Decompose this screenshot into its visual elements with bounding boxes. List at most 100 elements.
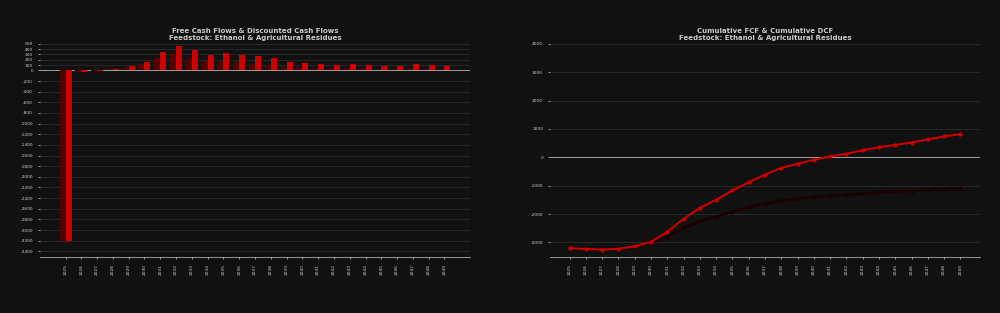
Bar: [312, 68, 318, 70]
Bar: [381, 66, 387, 70]
Bar: [429, 65, 435, 70]
Cumulative FCF($000): [808, 158, 820, 162]
Bar: [296, 67, 302, 70]
Cumulative FCF($000): [759, 173, 771, 177]
Cumulative FCF($000): [775, 166, 787, 170]
Bar: [375, 69, 381, 70]
Bar: [91, 70, 97, 71]
Cumulative DCF($000): [743, 205, 755, 209]
Cumulative DCF($000): [808, 195, 820, 199]
Bar: [423, 69, 429, 70]
Bar: [107, 69, 113, 70]
Cumulative DCF($000): [938, 187, 950, 191]
Bar: [281, 67, 287, 70]
Bar: [170, 54, 176, 70]
Cumulative FCF($000): [612, 247, 624, 251]
Cumulative DCF($000): [645, 242, 657, 245]
Cumulative FCF($000): [938, 135, 950, 138]
Cumulative DCF($000): [710, 215, 722, 218]
Bar: [444, 66, 450, 70]
Bar: [129, 66, 135, 70]
Cumulative FCF($000): [678, 217, 690, 221]
Cumulative FCF($000): [726, 188, 738, 192]
Bar: [397, 66, 403, 70]
Bar: [138, 64, 144, 70]
Title: Free Cash Flows & Discounted Cash Flows
Feedstock: Ethanol & Agricultural Residu: Free Cash Flows & Discounted Cash Flows …: [169, 28, 341, 41]
Bar: [334, 65, 340, 70]
Bar: [249, 64, 255, 70]
Bar: [438, 69, 444, 70]
Cumulative FCF($000): [906, 141, 918, 145]
Bar: [202, 61, 208, 70]
Cumulative FCF($000): [824, 155, 836, 158]
Bar: [318, 64, 324, 70]
Bar: [391, 69, 397, 70]
Cumulative FCF($000): [629, 244, 641, 248]
Bar: [186, 58, 192, 70]
Cumulative DCF($000): [857, 192, 869, 195]
Bar: [66, 70, 72, 241]
Bar: [233, 62, 239, 70]
Bar: [160, 52, 166, 70]
Cumulative FCF($000): [580, 247, 592, 251]
Bar: [239, 55, 245, 70]
Cumulative DCF($000): [792, 197, 804, 201]
Cumulative DCF($000): [596, 248, 608, 251]
Bar: [265, 65, 271, 70]
Cumulative DCF($000): [726, 210, 738, 213]
Cumulative FCF($000): [873, 145, 885, 149]
Bar: [344, 68, 350, 70]
Bar: [350, 64, 356, 70]
Cumulative FCF($000): [743, 180, 755, 184]
Bar: [328, 69, 334, 70]
Cumulative FCF($000): [564, 246, 576, 250]
Bar: [223, 53, 229, 70]
Bar: [75, 70, 81, 72]
Cumulative DCF($000): [922, 188, 934, 192]
Bar: [113, 69, 119, 70]
Cumulative FCF($000): [645, 240, 657, 244]
Cumulative FCF($000): [857, 148, 869, 152]
Cumulative DCF($000): [840, 193, 852, 197]
Bar: [60, 70, 66, 241]
Cumulative DCF($000): [824, 194, 836, 198]
Cumulative DCF($000): [775, 199, 787, 203]
Bar: [97, 70, 103, 71]
Bar: [192, 50, 198, 70]
Cumulative DCF($000): [629, 245, 641, 249]
Bar: [360, 69, 366, 70]
Bar: [217, 61, 223, 70]
Cumulative DCF($000): [612, 247, 624, 251]
Cumulative DCF($000): [678, 226, 690, 230]
Line: Cumulative DCF($000): Cumulative DCF($000): [568, 187, 962, 251]
Line: Cumulative FCF($000): Cumulative FCF($000): [568, 133, 962, 251]
Cumulative DCF($000): [759, 202, 771, 206]
Bar: [81, 70, 87, 72]
Title: Cumulative FCF & Cumulative DCF
Feedstock: Ethanol & Agricultural Residues: Cumulative FCF & Cumulative DCF Feedstoc…: [679, 28, 851, 41]
Cumulative DCF($000): [564, 246, 576, 250]
Cumulative FCF($000): [694, 206, 706, 210]
Cumulative DCF($000): [580, 247, 592, 251]
Bar: [413, 64, 419, 70]
Cumulative FCF($000): [596, 248, 608, 251]
Cumulative DCF($000): [954, 186, 966, 190]
Cumulative FCF($000): [792, 162, 804, 166]
Cumulative DCF($000): [694, 220, 706, 223]
Bar: [302, 63, 308, 70]
Cumulative FCF($000): [710, 198, 722, 202]
Cumulative DCF($000): [889, 190, 901, 193]
Bar: [208, 55, 214, 70]
Cumulative FCF($000): [840, 152, 852, 156]
Bar: [271, 58, 277, 70]
Cumulative FCF($000): [922, 137, 934, 141]
Cumulative FCF($000): [954, 132, 966, 136]
Bar: [176, 46, 182, 70]
Bar: [144, 62, 150, 70]
Cumulative FCF($000): [661, 230, 673, 234]
Cumulative DCF($000): [906, 189, 918, 192]
Bar: [407, 69, 413, 70]
Cumulative FCF($000): [889, 143, 901, 147]
Bar: [366, 65, 372, 70]
Bar: [287, 62, 293, 70]
Cumulative DCF($000): [661, 235, 673, 239]
